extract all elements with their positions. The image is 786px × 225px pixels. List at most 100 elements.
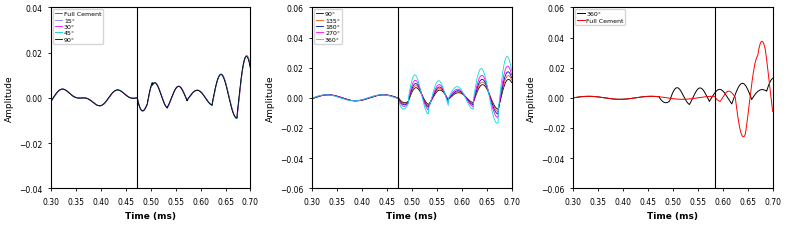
X-axis label: Time (ms): Time (ms) <box>387 211 437 220</box>
X-axis label: Time (ms): Time (ms) <box>648 211 699 220</box>
X-axis label: Time (ms): Time (ms) <box>125 211 176 220</box>
15° <box>46 101 56 103</box>
Full Cement <box>132 97 141 100</box>
90° <box>191 90 200 92</box>
15° <box>141 107 151 109</box>
Y-axis label: Amplitude: Amplitude <box>527 75 536 122</box>
270° <box>490 115 500 117</box>
180° <box>393 97 402 100</box>
135° <box>490 109 500 111</box>
360° <box>685 104 694 106</box>
30° <box>240 59 249 62</box>
360° <box>502 56 512 58</box>
45° <box>46 100 56 103</box>
15° <box>132 97 141 100</box>
15° <box>246 66 255 69</box>
135° <box>452 91 461 94</box>
270° <box>501 68 510 71</box>
135° <box>504 75 513 78</box>
Full Cement <box>714 100 723 102</box>
45° <box>246 67 255 70</box>
180° <box>503 71 512 74</box>
45° <box>242 55 252 58</box>
15° <box>242 55 252 58</box>
Full Cement <box>246 66 255 69</box>
180° <box>391 97 401 99</box>
180° <box>452 90 461 93</box>
45° <box>191 90 200 92</box>
180° <box>402 103 412 106</box>
30° <box>130 97 140 100</box>
Legend: 90°, 135°, 180°, 270°, 360°: 90°, 135°, 180°, 270°, 360° <box>314 10 342 44</box>
90° <box>402 101 412 104</box>
Line: 360°: 360° <box>312 57 512 124</box>
Y-axis label: Amplitude: Amplitude <box>266 75 275 122</box>
Full Cement <box>130 97 140 100</box>
90° <box>307 98 317 101</box>
Line: 30°: 30° <box>51 56 251 119</box>
270° <box>307 97 317 100</box>
90° <box>132 97 141 100</box>
Line: 360°: 360° <box>573 79 773 105</box>
Line: 45°: 45° <box>51 56 251 119</box>
Full Cement <box>752 57 762 60</box>
30° <box>132 97 141 100</box>
90° <box>452 92 461 95</box>
360° <box>393 98 402 100</box>
180° <box>494 113 503 116</box>
270° <box>402 104 412 107</box>
30° <box>141 107 151 109</box>
360° <box>391 97 401 100</box>
270° <box>503 65 512 68</box>
90° <box>232 117 241 120</box>
30° <box>246 67 255 69</box>
Legend: Full Cement, 15°, 30°, 45°, 90°: Full Cement, 15°, 30°, 45°, 90° <box>53 10 103 44</box>
270° <box>391 97 401 100</box>
90° <box>391 96 401 99</box>
270° <box>452 88 461 91</box>
90° <box>490 106 500 109</box>
360° <box>654 96 663 99</box>
360° <box>452 86 461 89</box>
Line: 15°: 15° <box>51 56 251 119</box>
Line: 90°: 90° <box>312 80 512 110</box>
360° <box>490 121 500 124</box>
Full Cement <box>568 97 578 100</box>
15° <box>230 115 239 117</box>
Full Cement <box>739 136 748 139</box>
Line: 90°: 90° <box>51 57 251 118</box>
360° <box>307 97 317 100</box>
15° <box>240 59 249 62</box>
360° <box>501 58 510 61</box>
360° <box>652 96 662 99</box>
135° <box>391 97 401 99</box>
360° <box>507 70 516 72</box>
Full Cement <box>46 101 56 104</box>
Line: 270°: 270° <box>312 67 512 118</box>
Y-axis label: Amplitude: Amplitude <box>5 75 14 122</box>
Line: 180°: 180° <box>312 72 512 114</box>
45° <box>230 115 239 118</box>
135° <box>393 97 402 100</box>
15° <box>191 90 200 92</box>
Full Cement <box>757 41 766 43</box>
180° <box>507 77 516 80</box>
360° <box>762 90 771 93</box>
90° <box>240 59 249 62</box>
45° <box>240 59 249 61</box>
90° <box>494 108 503 111</box>
135° <box>501 78 510 81</box>
Full Cement <box>762 59 771 61</box>
Full Cement <box>652 96 662 99</box>
Full Cement <box>141 107 151 110</box>
90° <box>501 82 510 85</box>
45° <box>232 117 241 120</box>
180° <box>307 98 317 100</box>
135° <box>402 102 412 105</box>
90° <box>141 106 151 109</box>
30° <box>232 117 241 120</box>
90° <box>241 56 251 58</box>
Full Cement <box>191 90 200 92</box>
360° <box>752 92 762 94</box>
270° <box>493 117 502 119</box>
